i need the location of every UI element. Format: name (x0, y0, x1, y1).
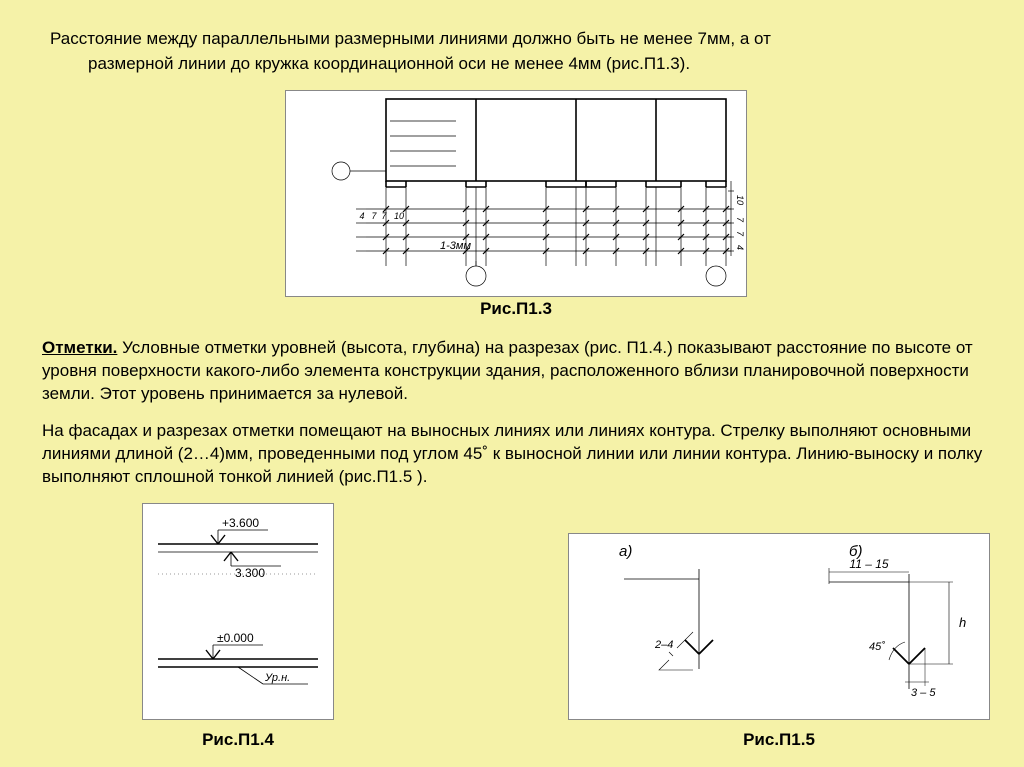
paragraph-2-body: Условные отметки уровней (высота, глубин… (42, 338, 973, 403)
svg-text:Ур.н.: Ур.н. (264, 672, 290, 684)
paragraph-2: Отметки. Условные отметки уровней (высот… (42, 337, 990, 406)
svg-text:45˚: 45˚ (869, 641, 885, 653)
svg-text:4: 4 (735, 245, 745, 250)
svg-text:10: 10 (394, 211, 404, 221)
svg-text:a): a) (619, 543, 632, 560)
figure-p1-3: 477101-3мм10774 (285, 90, 747, 297)
svg-text:±0.000: ±0.000 (217, 631, 254, 645)
svg-text:10: 10 (735, 195, 745, 205)
svg-text:3.300: 3.300 (235, 566, 265, 580)
svg-text:h: h (959, 615, 966, 630)
paragraph-2-head: Отметки. (42, 338, 117, 357)
svg-text:2–4: 2–4 (654, 639, 673, 651)
svg-text:4: 4 (359, 211, 364, 221)
svg-text:1-3мм: 1-3мм (440, 240, 471, 252)
caption-p1-5: Рис.П1.5 (743, 730, 815, 750)
svg-text:11 – 15: 11 – 15 (849, 557, 888, 571)
caption-p1-3: Рис.П1.3 (42, 299, 990, 319)
paragraph-3: На фасадах и разрезах отметки помещают н… (42, 420, 990, 489)
caption-p1-4: Рис.П1.4 (202, 730, 274, 750)
paragraph-1-line2: размерной линии до кружка координационно… (42, 53, 990, 76)
paragraph-1-line1: Расстояние между параллельными размерным… (42, 28, 990, 51)
figure-p1-5: a)б)2–411 – 1545˚h3 – 5 (568, 533, 990, 720)
figure-p1-4: +3.600 3.300 ±0.000 Ур.н. (142, 503, 334, 720)
svg-text:3 – 5: 3 – 5 (911, 687, 936, 699)
svg-text:+3.600: +3.600 (222, 516, 259, 530)
